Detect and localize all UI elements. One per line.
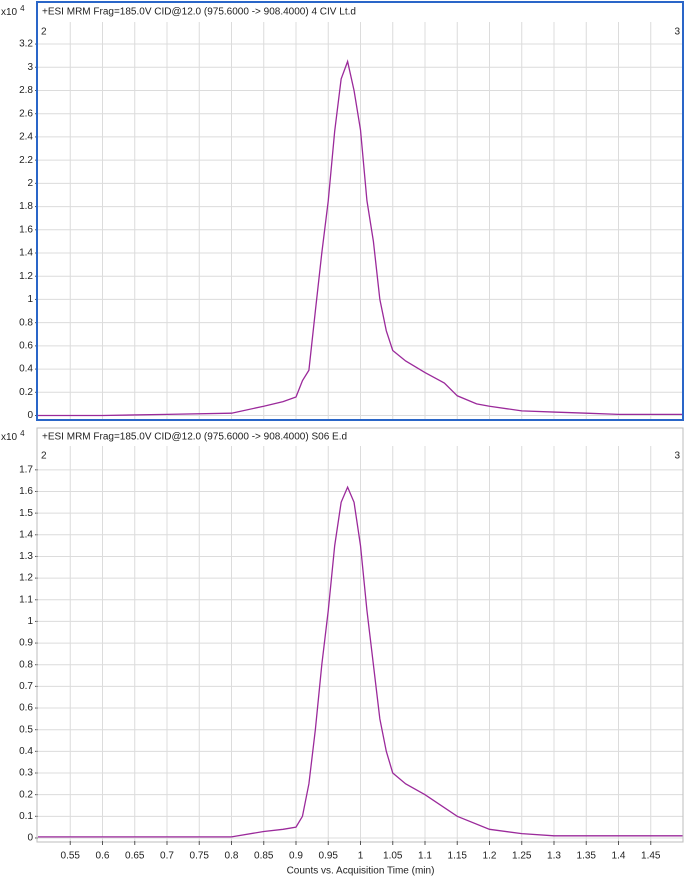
y-tick-label: 1.7 bbox=[19, 464, 33, 475]
y-tick-label: 1.5 bbox=[19, 508, 33, 519]
y-tick-label: 0.5 bbox=[19, 724, 33, 735]
y-tick-label: 0.4 bbox=[19, 746, 33, 757]
x-tick-label: 1.45 bbox=[641, 851, 661, 862]
y-tick-label: 2.8 bbox=[19, 85, 33, 96]
corner-label-left: 2 bbox=[41, 27, 47, 38]
y-tick-label: 0.9 bbox=[19, 638, 33, 649]
x-tick-label: 1.3 bbox=[547, 851, 561, 862]
y-tick-label: 1.4 bbox=[19, 248, 33, 259]
y-tick-label: 0 bbox=[27, 833, 33, 844]
y-multiplier-exponent: 4 bbox=[20, 4, 25, 13]
y-tick-label: 0.2 bbox=[19, 789, 33, 800]
y-tick-label: 0.8 bbox=[19, 317, 33, 328]
y-tick-label: 1.8 bbox=[19, 201, 33, 212]
y-tick-label: 2.4 bbox=[19, 132, 33, 143]
x-tick-label: 0.65 bbox=[125, 851, 145, 862]
y-tick-label: 0.2 bbox=[19, 387, 33, 398]
x-tick-label: 1.2 bbox=[483, 851, 497, 862]
y-multiplier-base: x10 bbox=[1, 7, 18, 18]
trace-line bbox=[38, 485, 683, 838]
y-tick-label: 2 bbox=[27, 178, 33, 189]
y-multiplier: x10 4 bbox=[1, 4, 25, 18]
x-tick-label: 1.1 bbox=[418, 851, 432, 862]
x-tick-label: 1.05 bbox=[383, 851, 403, 862]
x-tick-label: 1.35 bbox=[577, 851, 597, 862]
y-tick-label: 0.8 bbox=[19, 659, 33, 670]
y-tick-label: 0.1 bbox=[19, 811, 33, 822]
corner-label-right: 3 bbox=[674, 27, 680, 38]
panel-title: +ESI MRM Frag=185.0V CID@12.0 (975.6000 … bbox=[42, 432, 347, 443]
x-tick-label: 0.55 bbox=[61, 851, 81, 862]
y-multiplier-exponent: 4 bbox=[20, 429, 25, 438]
x-tick-label: 0.95 bbox=[319, 851, 339, 862]
y-tick-label: 0 bbox=[27, 410, 33, 421]
y-tick-label: 1.6 bbox=[19, 224, 33, 235]
y-tick-label: 1.2 bbox=[19, 271, 33, 282]
y-tick-label: 1 bbox=[27, 294, 33, 305]
y-tick-label: 0.6 bbox=[19, 341, 33, 352]
y-tick-label: 1 bbox=[27, 616, 33, 627]
y-tick-label: 2.6 bbox=[19, 108, 33, 119]
y-tick-label: 0.3 bbox=[19, 768, 33, 779]
x-tick-label: 0.7 bbox=[160, 851, 174, 862]
x-tick-label: 0.75 bbox=[190, 851, 210, 862]
y-tick-label: 0.7 bbox=[19, 681, 33, 692]
x-tick-label: 0.9 bbox=[289, 851, 303, 862]
x-tick-label: 1.4 bbox=[612, 851, 626, 862]
y-tick-label: 3 bbox=[27, 62, 33, 73]
y-tick-label: 1.4 bbox=[19, 529, 33, 540]
corner-label-left: 2 bbox=[41, 451, 47, 462]
x-tick-label: 0.8 bbox=[225, 851, 239, 862]
x-tick-label: 1.25 bbox=[512, 851, 532, 862]
x-tick-label: 0.6 bbox=[96, 851, 110, 862]
panel-border bbox=[36, 1, 684, 421]
y-multiplier-base: x10 bbox=[1, 432, 18, 443]
corner-label-right: 3 bbox=[674, 451, 680, 462]
x-tick-label: 1.15 bbox=[448, 851, 468, 862]
trace-line bbox=[38, 59, 683, 417]
y-tick-label: 1.3 bbox=[19, 551, 33, 562]
panel-title: +ESI MRM Frag=185.0V CID@12.0 (975.6000 … bbox=[42, 7, 356, 18]
y-tick-label: 1.1 bbox=[19, 594, 33, 605]
x-tick-label: 0.85 bbox=[254, 851, 274, 862]
y-tick-label: 2.2 bbox=[19, 155, 33, 166]
y-tick-label: 3.2 bbox=[19, 39, 33, 50]
x-tick-label: 1 bbox=[358, 851, 364, 862]
y-tick-label: 1.6 bbox=[19, 486, 33, 497]
y-tick-label: 0.4 bbox=[19, 364, 33, 375]
y-multiplier: x10 4 bbox=[1, 429, 25, 443]
y-tick-label: 1.2 bbox=[19, 573, 33, 584]
y-tick-label: 0.6 bbox=[19, 703, 33, 714]
x-axis-label: Counts vs. Acquisition Time (min) bbox=[287, 866, 435, 877]
